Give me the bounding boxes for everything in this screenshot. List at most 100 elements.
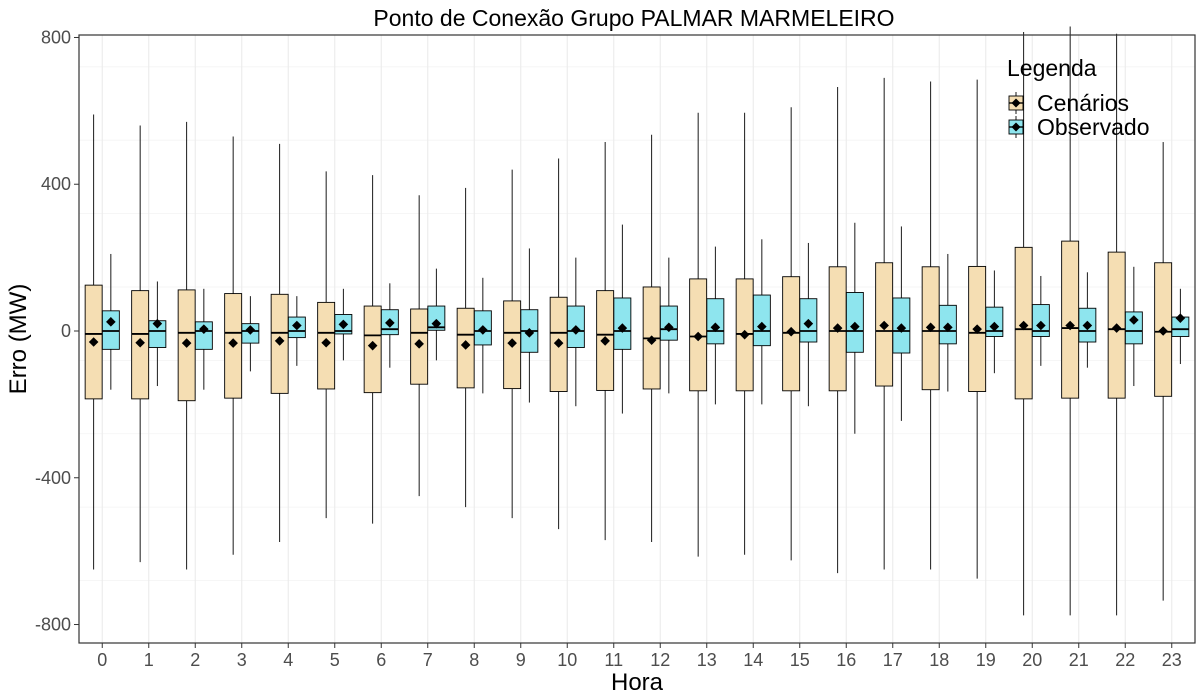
box-cenarios-3	[224, 136, 243, 555]
box-cenarios-12	[642, 134, 661, 542]
box-cenarios-22	[1107, 33, 1126, 616]
x-tick-label: 17	[883, 650, 903, 670]
mean-marker	[757, 321, 767, 332]
mean-marker	[338, 319, 349, 330]
box-observado-20	[1031, 275, 1050, 366]
legend-key-mean	[1011, 122, 1021, 132]
box-observado-18	[938, 253, 957, 392]
mean-marker	[245, 325, 256, 335]
mean-marker	[228, 338, 238, 348]
box-body	[1061, 240, 1080, 399]
box-body	[706, 298, 725, 345]
mean-marker	[646, 335, 657, 345]
mean-marker	[1111, 323, 1122, 333]
x-axis-title: Hora	[611, 669, 664, 696]
mean-marker	[88, 337, 99, 347]
box-cenarios-14	[735, 112, 754, 555]
box-body	[427, 305, 446, 331]
y-axis-title: Erro (MW)	[5, 284, 32, 395]
x-tick-label: 9	[516, 650, 526, 670]
box-observado-2	[194, 288, 213, 390]
mean-marker	[710, 322, 721, 333]
x-tick-label: 18	[929, 650, 949, 670]
legend-item-observado: Observado	[1008, 114, 1150, 140]
box-cenarios-4	[270, 143, 289, 542]
box-observado-10	[566, 257, 585, 407]
mean-marker	[600, 336, 610, 346]
mean-marker	[1082, 320, 1093, 331]
mean-marker	[879, 320, 889, 331]
mean-marker	[571, 325, 581, 335]
mean-marker	[524, 328, 535, 338]
box-cenarios-2	[177, 121, 196, 570]
box-cenarios-6	[363, 175, 382, 524]
mean-marker	[1065, 320, 1075, 331]
box-cenarios-23	[1154, 142, 1173, 601]
x-tick-label: 2	[190, 650, 200, 670]
box-cenarios-1	[131, 125, 150, 563]
mean-marker	[832, 323, 843, 333]
box-observado-3	[241, 296, 260, 372]
mean-marker	[507, 338, 517, 348]
mean-marker	[1036, 320, 1046, 331]
mean-marker	[199, 324, 209, 334]
box-observado-14	[752, 239, 771, 405]
mean-marker	[385, 318, 395, 328]
mean-marker	[367, 340, 378, 351]
box-observado-17	[892, 226, 911, 421]
box-observado-13	[706, 246, 725, 405]
x-tick-label: 22	[1115, 650, 1135, 670]
box-cenarios-0	[84, 114, 103, 570]
mean-marker	[803, 318, 814, 329]
mean-marker	[739, 329, 750, 340]
mean-marker	[414, 339, 424, 349]
y-tick-label: 0	[61, 321, 71, 341]
mean-marker	[850, 321, 860, 332]
mean-marker	[972, 324, 982, 334]
box-cenarios-13	[689, 112, 708, 557]
box-observado-4	[287, 296, 306, 366]
plot-border	[78, 34, 1196, 644]
x-tick-label: 20	[1022, 650, 1042, 670]
x-tick-label: 11	[604, 650, 623, 670]
box-observado-16	[845, 222, 864, 434]
mean-marker	[152, 318, 163, 329]
mean-marker	[135, 337, 145, 348]
box-observado-6	[380, 283, 399, 368]
x-tick-label: 6	[376, 650, 386, 670]
x-tick-label: 12	[650, 650, 670, 670]
box-cenarios-10	[549, 158, 568, 530]
box-body	[752, 294, 771, 347]
mean-marker	[1129, 315, 1139, 325]
x-tick-label: 19	[976, 650, 996, 670]
mean-marker	[292, 320, 302, 331]
mean-marker	[1175, 313, 1186, 323]
mean-marker	[943, 322, 953, 333]
boxes-layer	[84, 26, 1190, 616]
x-tick-label: 21	[1069, 650, 1089, 670]
x-tick-label: 0	[97, 650, 107, 670]
mean-marker	[896, 323, 907, 333]
mean-marker	[321, 337, 331, 348]
legend-key-mean	[1011, 98, 1021, 108]
mean-marker	[1018, 320, 1029, 331]
x-tick-label: 14	[743, 650, 763, 670]
x-tick-label: 10	[557, 650, 577, 670]
mean-marker	[925, 322, 936, 333]
box-body	[101, 310, 120, 350]
y-axis: -800 -400 0 400 800	[35, 27, 79, 635]
x-tick-label: 3	[237, 650, 247, 670]
box-observado-23	[1171, 288, 1190, 365]
y-tick-label: 800	[41, 27, 71, 47]
x-tick-label: 23	[1162, 650, 1182, 670]
box-observado-21	[1078, 272, 1097, 368]
box-cenarios-7	[410, 195, 429, 497]
x-tick-label: 8	[469, 650, 479, 670]
box-cenarios-8	[456, 187, 475, 508]
y-tick-label: -400	[35, 468, 71, 488]
box-observado-15	[799, 242, 818, 407]
box-observado-0	[101, 253, 120, 390]
box-observado-5	[334, 288, 353, 361]
box-cenarios-18	[921, 81, 940, 570]
